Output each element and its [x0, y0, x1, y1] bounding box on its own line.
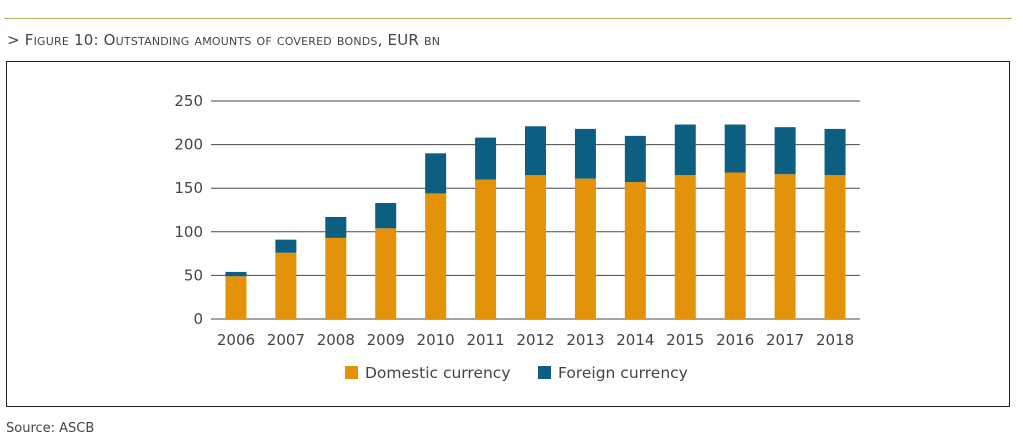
bar-domestic-2007	[275, 252, 297, 319]
bar-domestic-2012	[525, 175, 546, 319]
figure-title-prefix: >	[7, 31, 25, 49]
bar-domestic-2015	[674, 175, 696, 319]
x-tick-label: 2008	[317, 331, 355, 349]
figure-title: > Figure 10: Outstanding amounts of cove…	[7, 31, 440, 49]
bar-domestic-2006	[225, 276, 247, 319]
x-tick-label: 2011	[466, 331, 504, 349]
bar-foreign-2014	[624, 135, 646, 183]
bar-foreign-2008	[325, 216, 347, 238]
bar-domestic-2014	[624, 182, 646, 319]
bar-foreign-2009	[375, 203, 397, 229]
x-axis-tick-labels: 2006 2007 2008 2009 2010 2011 2012 2013 2014 2015…	[217, 331, 854, 349]
x-tick-label: 2006	[217, 331, 255, 349]
chart-frame: 0 50 100 150 200 250 2006 2007 2008 2009 2010 2011…	[6, 61, 1010, 407]
x-tick-label: 2015	[666, 331, 704, 349]
bar-domestic-2008	[325, 237, 347, 319]
x-tick-label: 2017	[766, 331, 804, 349]
bar-domestic-2011	[475, 179, 497, 319]
x-tick-label: 2007	[267, 331, 305, 349]
legend-label-foreign: Foreign currency	[558, 364, 688, 382]
bars	[225, 124, 846, 319]
y-axis-tick-labels: 0 50 100 150 200 250	[174, 92, 203, 328]
legend: Domestic currency Foreign currency	[345, 364, 688, 382]
legend-swatch-foreign	[538, 366, 551, 379]
bar-foreign-2013	[574, 128, 596, 179]
x-tick-label: 2018	[816, 331, 854, 349]
bar-foreign-2006	[225, 271, 247, 277]
x-tick-label: 2016	[716, 331, 754, 349]
source-note: Source: ASCB	[6, 421, 95, 436]
y-tick-label: 100	[174, 223, 203, 241]
x-tick-label: 2010	[417, 331, 455, 349]
figure-title-text: Figure 10: Outstanding amounts of covere…	[24, 31, 441, 49]
bar-foreign-2016	[724, 124, 746, 173]
bar-foreign-2015	[674, 124, 696, 176]
bar-domestic-2009	[375, 228, 397, 319]
bar-domestic-2017	[774, 174, 796, 319]
x-tick-label: 2012	[516, 331, 554, 349]
bar-foreign-2018	[824, 128, 846, 176]
bar-foreign-2012	[525, 126, 546, 176]
y-tick-label: 0	[193, 310, 203, 328]
bar-foreign-2011	[475, 137, 497, 180]
y-tick-label: 50	[184, 266, 203, 284]
y-tick-label: 200	[174, 136, 203, 154]
x-tick-label: 2014	[616, 331, 654, 349]
x-tick-label: 2013	[566, 331, 604, 349]
legend-swatch-domestic	[345, 366, 358, 379]
x-tick-label: 2009	[367, 331, 405, 349]
bar-domestic-2016	[724, 172, 746, 319]
y-tick-label: 150	[174, 179, 203, 197]
bar-foreign-2017	[774, 127, 796, 175]
stacked-bar-chart: 0 50 100 150 200 250 2006 2007 2008 2009 2010 2011…	[174, 92, 860, 382]
top-rule	[4, 18, 1012, 19]
bar-domestic-2013	[574, 178, 596, 319]
y-tick-label: 250	[174, 92, 203, 110]
bar-foreign-2007	[275, 239, 297, 253]
bar-foreign-2010	[425, 153, 447, 194]
bar-domestic-2018	[824, 175, 846, 319]
bar-domestic-2010	[425, 193, 447, 319]
legend-label-domestic: Domestic currency	[365, 364, 511, 382]
